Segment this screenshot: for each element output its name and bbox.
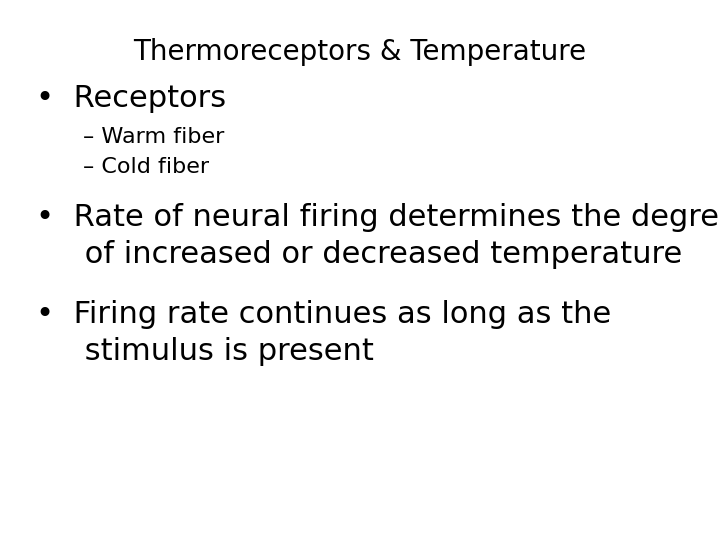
Text: •  Receptors: • Receptors — [36, 84, 226, 113]
Text: Thermoreceptors & Temperature: Thermoreceptors & Temperature — [133, 38, 587, 66]
Text: – Warm fiber: – Warm fiber — [83, 127, 224, 147]
Text: •  Firing rate continues as long as the
     stimulus is present: • Firing rate continues as long as the s… — [36, 300, 611, 366]
Text: •  Rate of neural firing determines the degree
     of increased or decreased te: • Rate of neural firing determines the d… — [36, 202, 720, 268]
Text: – Cold fiber: – Cold fiber — [83, 157, 209, 177]
